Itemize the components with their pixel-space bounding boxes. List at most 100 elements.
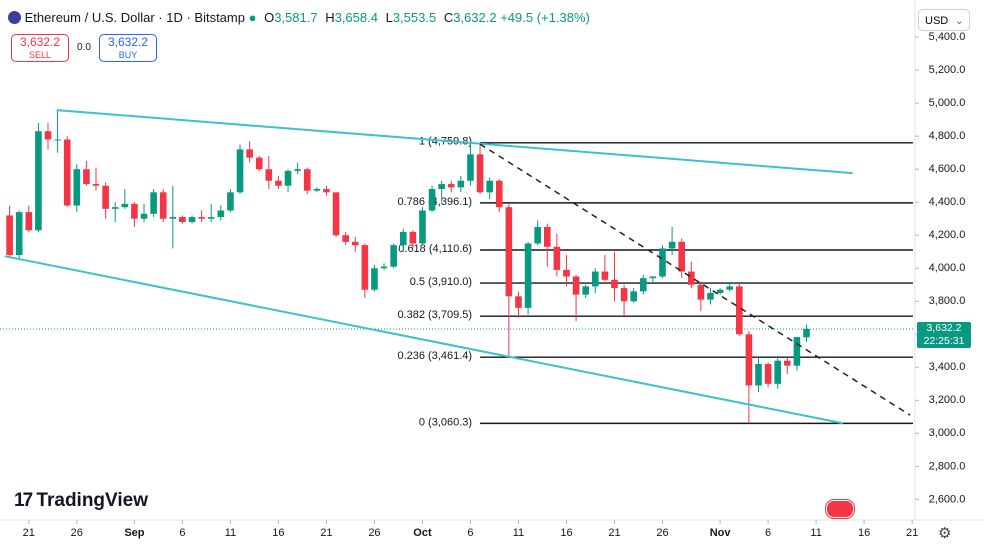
candle-body xyxy=(179,217,186,223)
candle-body xyxy=(505,207,513,297)
sell-button[interactable]: 3,632.2 SELL xyxy=(11,34,69,62)
candle-body xyxy=(6,215,13,256)
x-tick-label: 26 xyxy=(656,527,668,539)
candle-body xyxy=(35,131,42,231)
settings-icon[interactable]: ⚙ xyxy=(938,525,952,542)
candle-body xyxy=(313,189,321,191)
y-tick-label: 4,200.0 xyxy=(929,229,966,241)
sell-label: SELL xyxy=(28,50,52,60)
candle-body xyxy=(524,243,532,308)
candle-body xyxy=(92,184,100,186)
candle-body xyxy=(764,364,772,384)
candle-body xyxy=(15,212,23,256)
candle-body xyxy=(697,284,705,300)
candle-body xyxy=(121,203,129,208)
candle-body xyxy=(419,210,426,244)
candle-body xyxy=(543,226,551,247)
candle-body xyxy=(390,245,397,267)
brand-name: TradingView xyxy=(36,490,148,511)
candle-body xyxy=(361,245,369,290)
x-tick-label: 16 xyxy=(272,527,284,539)
candle-body xyxy=(495,180,503,208)
x-tick-label: 21 xyxy=(906,527,918,539)
x-tick-label: 6 xyxy=(467,527,473,539)
change: +49.5 (+1.38%) xyxy=(500,10,590,25)
y-tick-label: 4,400.0 xyxy=(929,196,966,208)
candle-body xyxy=(198,217,205,219)
price-tag: 3,632.2 22:25:31 xyxy=(917,321,971,348)
x-tick-label: Nov xyxy=(710,527,732,539)
candle-body xyxy=(265,169,273,181)
y-tick-label: 2,800.0 xyxy=(929,460,966,472)
candle-body xyxy=(303,169,311,191)
y-tick-label: 4,600.0 xyxy=(929,163,966,175)
x-tick-label: 16 xyxy=(560,527,572,539)
y-tick-label: 4,000.0 xyxy=(929,262,966,274)
y-tick-label: 5,400.0 xyxy=(929,31,966,43)
candle-body xyxy=(63,139,71,206)
trend-line xyxy=(56,109,853,175)
brand-logo: 17 xyxy=(14,490,33,511)
candle-body xyxy=(467,154,474,181)
buy-price: 3,632.2 xyxy=(107,35,149,49)
x-tick-label: Oct xyxy=(413,527,432,539)
candle-body xyxy=(591,271,599,287)
fib-label: 0.618 (4,110.6) xyxy=(398,243,472,255)
candle-body xyxy=(44,131,52,140)
symbol-title[interactable]: Ethereum / U.S. Dollar · 1D · Bitstamp xyxy=(24,10,245,25)
candle-body xyxy=(515,296,522,308)
open-label: O xyxy=(264,10,275,25)
candle-body xyxy=(582,286,589,295)
candle-body xyxy=(428,189,436,211)
currency-select[interactable]: USD ⌄ xyxy=(918,9,970,31)
candle-body xyxy=(409,231,417,244)
buy-label: BUY xyxy=(118,50,138,60)
chevron: ⌄ xyxy=(954,15,964,27)
candle-body xyxy=(534,226,541,244)
candle-body xyxy=(611,279,618,289)
candle-body xyxy=(457,180,465,188)
x-tick-label: 21 xyxy=(608,527,620,539)
fib-label: 0.236 (3,461.4) xyxy=(397,350,472,362)
candle-body xyxy=(131,203,138,219)
trend-line xyxy=(4,255,844,425)
x-tick-label: 6 xyxy=(765,527,771,539)
x-tick-label: 16 xyxy=(858,527,870,539)
x-tick-label: Sep xyxy=(124,527,144,539)
trend-line xyxy=(479,143,911,416)
brand: 17 TradingView xyxy=(14,490,148,512)
candle-body xyxy=(159,192,167,219)
candle-body xyxy=(620,288,628,302)
fib-label: 0.5 (3,910.0) xyxy=(410,276,472,288)
candle-body xyxy=(707,293,714,300)
y-tick-label: 3,000.0 xyxy=(929,427,966,439)
candle-body xyxy=(284,170,292,186)
currency: USD xyxy=(925,15,949,27)
candle-body xyxy=(630,291,637,302)
candle-body xyxy=(649,276,657,279)
candle-body xyxy=(399,231,407,246)
high-value: 3,658.4 xyxy=(334,10,378,25)
x-tick-label: 11 xyxy=(513,527,524,539)
x-tick-label: 11 xyxy=(225,527,236,539)
low-label: L xyxy=(385,10,393,25)
candle-body xyxy=(735,286,743,335)
candle-body xyxy=(150,192,157,214)
candle-body xyxy=(351,241,359,246)
x-tick-label: 26 xyxy=(71,527,83,539)
x-tick-label: 21 xyxy=(320,527,332,539)
spread: 0.0 xyxy=(77,42,91,53)
candle-body xyxy=(755,364,762,386)
fib-label: 0 (3,060.3) xyxy=(419,416,472,428)
candle-body xyxy=(102,185,109,209)
fib-label: 0.382 (3,709.5) xyxy=(397,309,472,321)
candle-body xyxy=(486,180,493,193)
buy-button[interactable]: 3,632.2 BUY xyxy=(99,34,157,62)
tag-price: 3,632.2 xyxy=(926,321,962,334)
candle-body xyxy=(111,207,119,209)
candle-body xyxy=(332,192,340,236)
candle-body xyxy=(236,149,244,193)
flag-icon[interactable] xyxy=(826,500,854,518)
